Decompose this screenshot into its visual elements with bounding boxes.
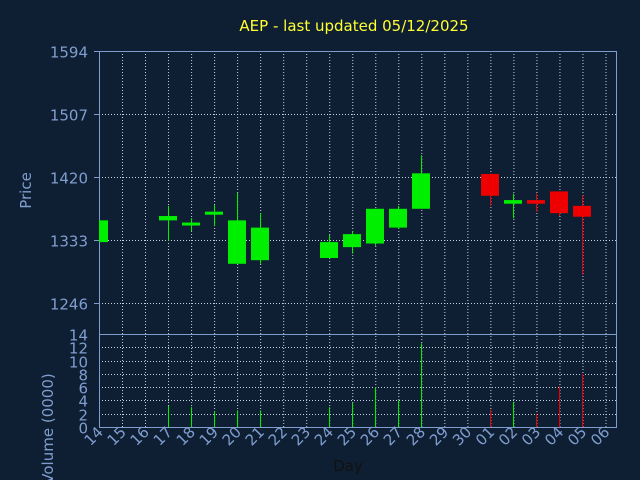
plot-area: 1246133314201507159402468101214141516171… [50,44,617,449]
candle-body [159,216,177,221]
volume-tick-label: 10 [69,354,88,372]
volume-bar [398,400,399,427]
volume-bar [352,403,353,427]
candle-body [366,208,384,244]
candle-body [527,200,545,204]
price-tick-label: 1246 [50,296,88,314]
volume-tick-label: 14 [69,327,88,345]
candle-body [343,234,361,248]
price-axis-label: Price [17,172,35,209]
volume-bar [168,405,169,427]
chart-title: AEP - last updated 05/12/2025 [239,17,468,35]
price-tick-label: 1507 [50,107,88,125]
volume-tick-label: 6 [78,380,88,398]
candle-body [412,173,430,209]
volume-tick-label: 8 [78,367,88,385]
volume-bar [559,386,560,427]
candle-body [481,174,499,196]
volume-axis-label: Volume (0000) [39,373,57,480]
volume-bar [375,387,376,427]
candle-body [573,205,591,217]
candle-body [550,191,568,214]
x-axis-label: Day [333,457,363,475]
volume-bar [536,413,537,427]
volume-tick-label: 4 [78,393,88,411]
volume-bar [490,409,491,427]
volume-bar [421,343,422,427]
volume-bar [260,410,261,427]
volume-bar [214,411,215,427]
volume-bar [191,407,192,427]
candle-body [251,227,269,261]
candle-body [320,242,338,259]
candle-body [205,211,223,215]
candle-body [504,200,522,204]
volume-bar [513,401,514,427]
candle-body [389,208,407,228]
candle-body [99,220,108,243]
price-tick-label: 1420 [50,170,88,188]
volume-bar [237,410,238,427]
volume-tick-label: 2 [78,407,88,425]
volume-tick-label: 12 [69,340,88,358]
volume-bar [582,373,583,427]
volume-bar [329,407,330,427]
price-tick-label: 1333 [50,233,88,251]
volume-tick-label: 0 [78,420,88,438]
price-tick-label: 1594 [50,44,88,62]
candle-body [228,220,246,264]
candle-body [182,222,200,226]
